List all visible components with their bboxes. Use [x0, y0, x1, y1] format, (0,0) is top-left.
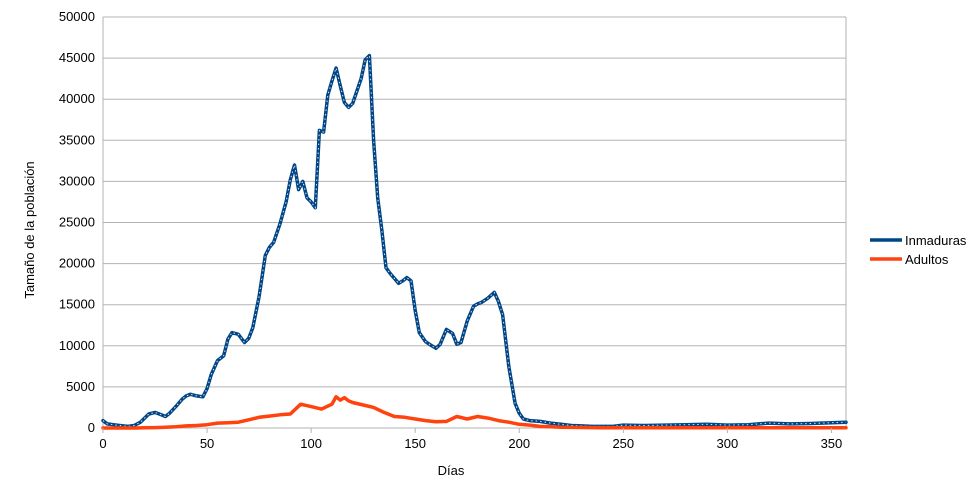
series-layer	[101, 53, 848, 430]
y-tick-label: 20000	[59, 256, 95, 271]
series-line-inmaduras	[101, 53, 848, 429]
y-tick-label: 35000	[59, 132, 95, 147]
legend-label-adultos: Adultos	[905, 252, 949, 267]
x-tick-label: 250	[612, 436, 634, 451]
x-axis-title: Días	[438, 463, 465, 478]
y-tick-label: 50000	[59, 9, 95, 24]
y-axis-ticks: 0 5000 10000 15000 20000 25000 30000 35000 40000…	[59, 9, 95, 435]
x-tick-label: 50	[200, 436, 214, 451]
plot-area	[102, 17, 847, 428]
x-tick-label: 0	[99, 436, 106, 451]
x-tick-label: 200	[508, 436, 530, 451]
x-tick-label: 100	[300, 436, 322, 451]
y-axis-title: Tamaño de la población	[22, 161, 37, 298]
x-axis-ticks: 0 50 100 150 200 250 300 350	[99, 428, 842, 451]
y-tick-label: 25000	[59, 215, 95, 230]
y-tick-label: 30000	[59, 173, 95, 188]
x-tick-label: 150	[404, 436, 426, 451]
x-tick-label: 300	[717, 436, 739, 451]
y-tick-label: 40000	[59, 91, 95, 106]
y-tick-label: 5000	[66, 379, 95, 394]
x-tick-label: 350	[821, 436, 843, 451]
y-tick-label: 10000	[59, 338, 95, 353]
legend: Inmaduras Adultos	[870, 233, 967, 267]
legend-label-inmaduras: Inmaduras	[905, 233, 967, 248]
y-tick-label: 15000	[59, 297, 95, 312]
series-line-adultos	[101, 395, 848, 430]
y-tick-label: 45000	[59, 50, 95, 65]
y-tick-label: 0	[88, 420, 95, 435]
series-markers-inmaduras	[102, 54, 847, 427]
